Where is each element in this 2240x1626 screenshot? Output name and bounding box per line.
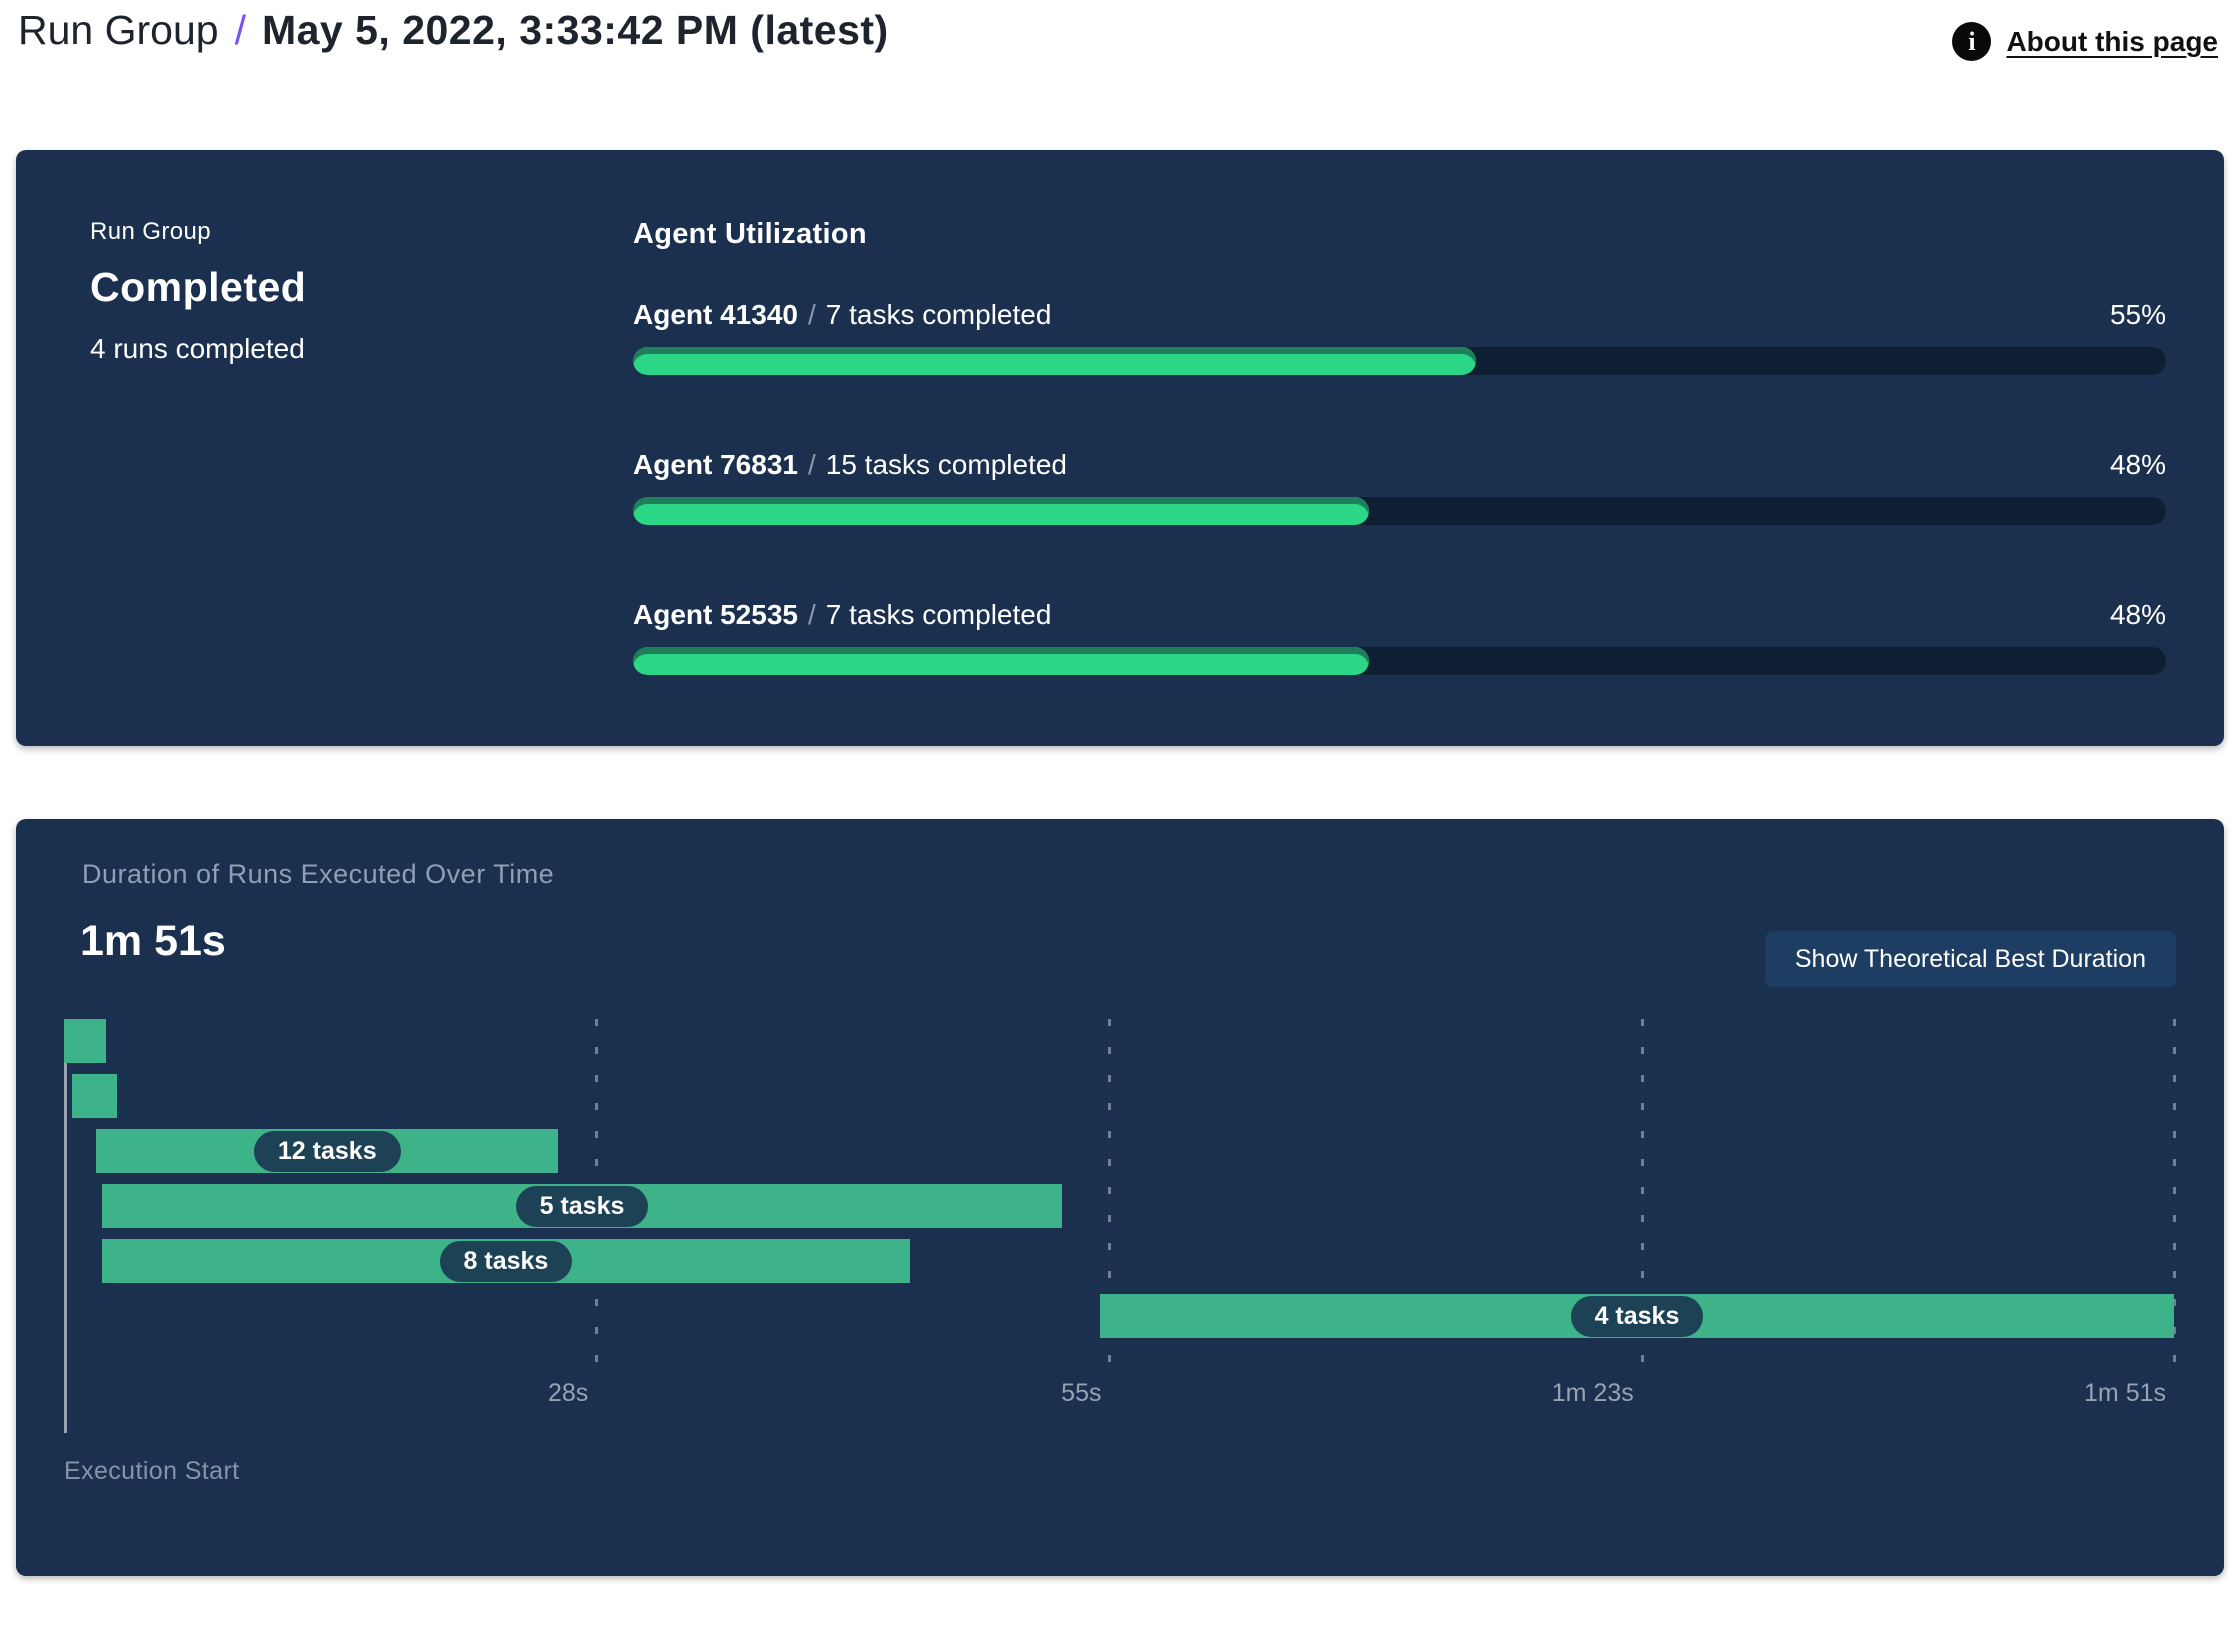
agent-utilization-rows: Agent 41340 / 7 tasks completed 55% Agent 76…	[633, 299, 2166, 675]
gantt-run-bar: 5 tasks	[102, 1184, 1062, 1228]
gantt-gridline	[1640, 1019, 1644, 1371]
gantt-tick-label: 28s	[547, 1379, 589, 1407]
run-group-status-panel: Run Group Completed 4 runs completed Age…	[16, 150, 2224, 746]
agent-utilization-section: Agent Utilization Agent 41340 / 7 tasks co…	[633, 218, 2166, 746]
agent-row-header: Agent 52535 / 7 tasks completed 48%	[633, 599, 2166, 631]
gantt-gridline	[1108, 1019, 1112, 1371]
agent-utilization-percent: 48%	[2109, 449, 2166, 480]
run-group-summary: Run Group Completed 4 runs completed	[90, 218, 633, 746]
agent-utilization-title: Agent Utilization	[633, 218, 867, 250]
agent-row-header: Agent 41340 / 7 tasks completed 55%	[633, 299, 2166, 331]
gantt-run-bar	[64, 1019, 106, 1063]
agent-progress-track	[633, 347, 2166, 375]
agent-name-label: Agent 52535	[633, 599, 798, 630]
gantt-run-bar: 12 tasks	[96, 1129, 559, 1173]
agent-name-label: Agent 76831	[633, 449, 798, 480]
duration-chart-title: Duration of Runs Executed Over Time	[82, 859, 555, 889]
agent-utilization-percent: 55%	[2109, 299, 2166, 330]
gantt-gridline	[2173, 1019, 2176, 1371]
gantt-tick-label: 1m 51s	[2084, 1379, 2166, 1407]
about-this-page-link[interactable]: i About this page	[1952, 22, 2218, 61]
duration-gantt-chart: Execution Start 28s 55s 1m 23s 1m 51s 12 tas…	[64, 1019, 2176, 1499]
breadcrumb-run-group: Run Group	[18, 7, 219, 53]
agent-row-label: Agent 76831 / 15 tasks completed	[633, 449, 1067, 481]
gantt-task-count-pill: 5 tasks	[515, 1185, 649, 1227]
agent-progress-fill	[633, 497, 1369, 525]
gantt-run-bar	[71, 1074, 118, 1118]
gantt-task-count-pill: 4 tasks	[1570, 1295, 1704, 1337]
agent-label-separator: /	[807, 449, 816, 480]
execution-start-label: Execution Start	[64, 1457, 240, 1485]
agent-tasks-completed-label: 7 tasks completed	[825, 599, 1052, 630]
agent-row-label: Agent 41340 / 7 tasks completed	[633, 299, 1051, 331]
runs-completed-count: 4 runs completed	[90, 333, 305, 364]
gantt-run-bar: 4 tasks	[1099, 1294, 2174, 1338]
agent-tasks-completed-label: 15 tasks completed	[825, 449, 1067, 480]
agent-progress-track	[633, 647, 2166, 675]
gantt-tick-label: 1m 23s	[1551, 1379, 1634, 1407]
show-theoretical-best-duration-button[interactable]: Show Theoretical Best Duration	[1764, 931, 2176, 987]
page-title: May 5, 2022, 3:33:42 PM (latest)	[261, 7, 889, 53]
gantt-task-count-pill: 12 tasks	[253, 1130, 401, 1172]
run-group-label: Run Group	[90, 218, 211, 245]
about-link-label[interactable]: About this page	[2006, 25, 2218, 57]
gantt-tick-label: 55s	[1061, 1379, 1102, 1407]
agent-progress-fill	[633, 647, 1369, 675]
agent-name-label: Agent 41340	[633, 299, 798, 330]
run-group-status: Completed	[90, 264, 307, 310]
agent-label-separator: /	[807, 299, 816, 330]
execution-start-axis-line	[64, 1019, 67, 1433]
agent-utilization-percent: 48%	[2109, 599, 2166, 630]
agent-row-label: Agent 52535 / 7 tasks completed	[633, 599, 1051, 631]
page-header: Run Group / May 5, 2022, 3:33:42 PM (lat…	[18, 6, 889, 55]
info-icon[interactable]: i	[1952, 22, 1992, 61]
agent-utilization-row: Agent 52535 / 7 tasks completed 48%	[633, 599, 2166, 675]
total-duration-value: 1m 51s	[80, 917, 226, 965]
agent-label-separator: /	[807, 599, 816, 630]
agent-utilization-row: Agent 41340 / 7 tasks completed 55%	[633, 299, 2166, 375]
agent-tasks-completed-label: 7 tasks completed	[825, 299, 1052, 330]
gantt-run-bar: 8 tasks	[102, 1239, 910, 1283]
agent-utilization-row: Agent 76831 / 15 tasks completed 48%	[633, 449, 2166, 525]
gantt-task-count-pill: 8 tasks	[439, 1240, 573, 1282]
agent-progress-track	[633, 497, 2166, 525]
agent-progress-fill	[633, 347, 1477, 375]
agent-row-header: Agent 76831 / 15 tasks completed 48%	[633, 449, 2166, 481]
breadcrumb-separator: /	[234, 7, 246, 53]
duration-panel: Duration of Runs Executed Over Time 1m 5…	[16, 819, 2224, 1576]
